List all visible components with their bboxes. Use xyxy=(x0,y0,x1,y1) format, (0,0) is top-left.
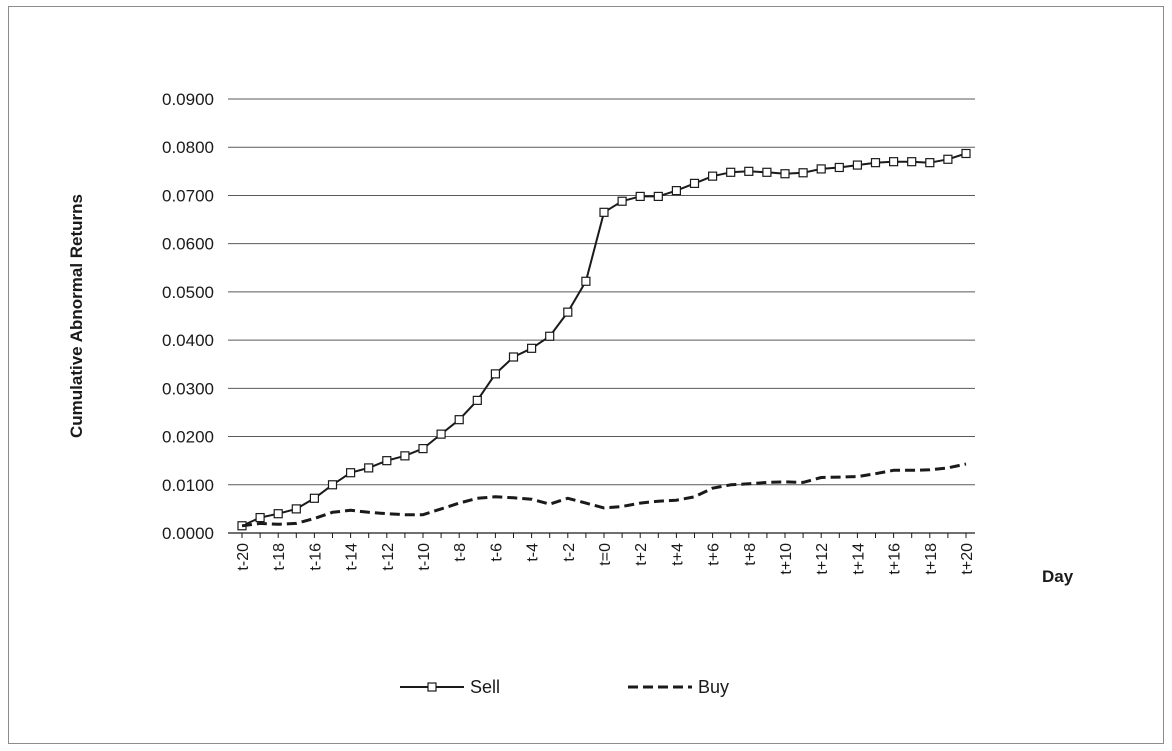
x-tick-label: t-14 xyxy=(344,543,361,571)
data-point-sell xyxy=(617,196,627,206)
series-lines xyxy=(237,148,971,531)
y-tick-label: 0.0200 xyxy=(162,428,214,447)
data-point-sell xyxy=(599,207,609,217)
data-point-sell xyxy=(508,352,519,362)
y-tick-label: 0.0100 xyxy=(162,476,214,495)
x-tick-label: t-12 xyxy=(380,543,397,571)
data-point-sell xyxy=(382,456,392,466)
x-tick-label: t-10 xyxy=(416,543,433,571)
data-point-sell xyxy=(309,493,319,503)
data-point-sell xyxy=(255,512,265,523)
data-point-sell xyxy=(707,171,718,181)
data-point-sell xyxy=(943,154,953,164)
data-point-sell xyxy=(327,480,338,490)
data-point-sell xyxy=(418,444,428,454)
x-tick-label: t-18 xyxy=(271,543,288,571)
x-tick-label: t+12 xyxy=(814,543,831,575)
data-point-sell xyxy=(526,343,537,353)
y-tick-label: 0.0500 xyxy=(162,283,214,302)
x-tick-label: t+10 xyxy=(778,543,795,575)
y-axis-ticks: 0.0000 0.0100 0.0200 0.0300 0.0400 0.0500 0.06… xyxy=(162,90,214,543)
legend: Sell Buy xyxy=(400,677,729,697)
data-point-sell xyxy=(346,468,356,478)
data-point-sell xyxy=(816,164,826,174)
data-point-sell xyxy=(925,158,935,168)
data-point-sell xyxy=(798,168,808,178)
data-point-sell xyxy=(545,331,555,341)
data-point-sell xyxy=(581,276,591,286)
y-tick-label: 0.0000 xyxy=(162,524,214,543)
legend-label: Sell xyxy=(470,677,500,697)
x-tick-label: t+20 xyxy=(959,543,976,575)
data-point-sell xyxy=(436,429,446,439)
gridlines xyxy=(228,98,975,534)
data-point-sell xyxy=(291,504,301,514)
data-point-sell xyxy=(834,162,844,173)
x-tick-label: t+8 xyxy=(742,543,759,566)
data-point-sell xyxy=(490,369,500,379)
x-tick-label: t-16 xyxy=(307,543,324,571)
x-tick-label: t=0 xyxy=(597,543,614,566)
data-point-sell xyxy=(273,509,283,519)
y-tick-label: 0.0700 xyxy=(162,186,214,205)
data-point-sell xyxy=(364,463,374,473)
x-axis-ticks: t-20 t-18 t-16 t-14 t-12 t-10 t-8 t-6 t-4 t-2 t=0 t… xyxy=(235,533,976,575)
legend-marker xyxy=(427,682,437,692)
x-axis-title: Day xyxy=(1042,567,1074,586)
data-point-sell xyxy=(689,178,700,188)
x-tick-label: t+18 xyxy=(923,543,940,575)
data-point-sell xyxy=(454,415,464,425)
x-tick-label: t+6 xyxy=(706,543,723,566)
x-tick-label: t-4 xyxy=(525,543,542,562)
data-point-sell xyxy=(726,167,736,177)
data-point-sell xyxy=(744,166,754,176)
y-tick-label: 0.0400 xyxy=(162,331,214,350)
legend-item-buy: Buy xyxy=(628,677,729,697)
data-point-sell xyxy=(762,167,772,177)
data-point-sell xyxy=(852,160,863,170)
y-tick-label: 0.0900 xyxy=(162,90,214,109)
y-tick-label: 0.0600 xyxy=(162,235,214,254)
data-point-sell xyxy=(780,169,790,179)
x-tick-label: t-2 xyxy=(561,543,578,562)
chart-frame xyxy=(8,6,1164,744)
y-tick-label: 0.0300 xyxy=(162,379,214,398)
y-tick-label: 0.0800 xyxy=(162,138,214,157)
legend-label: Buy xyxy=(698,677,729,697)
data-point-sell xyxy=(472,395,482,405)
x-tick-label: t-20 xyxy=(235,543,252,571)
data-point-sell xyxy=(653,191,663,202)
data-point-sell xyxy=(635,191,645,202)
x-tick-label: t-8 xyxy=(452,543,469,562)
data-point-sell xyxy=(563,307,573,317)
legend-item-sell: Sell xyxy=(400,677,500,697)
x-tick-label: t+4 xyxy=(669,543,686,566)
data-point-sell xyxy=(671,186,682,196)
data-point-sell xyxy=(888,157,899,167)
y-axis-title: Cumulative Abnormal Returns xyxy=(67,194,86,438)
x-tick-label: t+14 xyxy=(850,543,867,575)
data-point-sell xyxy=(961,148,971,159)
series-line-buy xyxy=(241,462,967,528)
data-point-sell xyxy=(907,157,917,167)
x-tick-label: t-6 xyxy=(488,543,505,562)
data-point-sell xyxy=(870,158,881,168)
x-tick-label: t+16 xyxy=(887,543,904,575)
x-tick-label: t+2 xyxy=(633,543,650,566)
data-point-sell xyxy=(400,451,410,461)
